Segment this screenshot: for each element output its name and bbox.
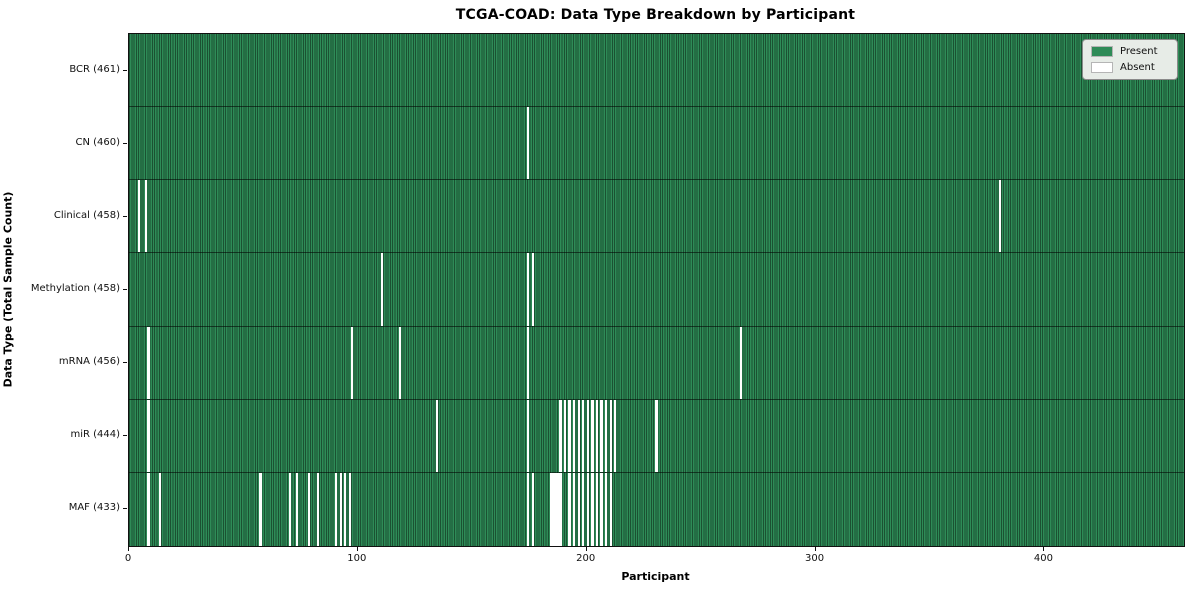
y-tick-mark [123,289,127,290]
x-tick-mark [128,547,129,551]
absent-gap [586,399,589,472]
absent-gap [527,326,530,399]
y-tick-mark [123,215,127,217]
absent-gap [296,472,299,546]
row-clinical [129,180,1184,254]
absent-gap [527,253,530,326]
absent-gap [559,399,562,472]
absent-gap [609,399,612,472]
absent-gap [605,399,608,472]
absent-gap [147,326,150,399]
legend-entry-present: Present [1091,46,1169,57]
y-tick-label: BCR (461) [69,63,120,75]
row-cn [129,107,1184,181]
absent-gap [600,399,603,472]
absent-gap [577,472,580,546]
x-tick-mark [356,547,358,551]
absent-gap [307,472,310,546]
absent-gap [655,399,658,472]
absent-gap [605,472,608,546]
legend-swatch-present-icon [1091,46,1113,57]
y-tick-mark [123,508,127,510]
absent-gap [138,180,141,253]
legend: Present Absent [1082,39,1178,80]
absent-gap [334,472,338,546]
x-axis-label: Participant [621,570,690,583]
row-mrna [129,326,1184,400]
y-tick-label: Methylation (458) [30,283,120,294]
absent-gap [350,326,354,399]
absent-gap [740,326,743,399]
chart-title: TCGA-COAD: Data Type Breakdown by Partic… [455,7,856,23]
absent-gap [527,399,530,472]
absent-gap [591,399,594,472]
absent-gap [595,399,599,472]
absent-gap [582,472,585,546]
legend-swatch-absent-icon [1091,62,1113,73]
absent-gap [145,180,148,253]
y-tick-label: miR (444) [70,429,120,441]
y-tick-label: mRNA (456) [58,356,120,368]
absent-gap [577,399,580,472]
absent-gap [572,399,576,472]
x-tick-label: 400 [1033,553,1053,564]
absent-gap [559,472,562,546]
absent-gap [531,253,535,326]
absent-gap [339,472,342,546]
absent-gap [595,472,599,546]
legend-label-absent: Absent [1120,62,1155,73]
absent-gap [550,472,553,546]
absent-gap [556,472,560,546]
row-maf [129,472,1184,546]
absent-gap [572,472,576,546]
absent-gap [289,472,292,546]
plot-area [128,33,1185,547]
absent-gap [399,326,402,399]
x-tick-mark [585,547,587,551]
absent-gap [344,472,347,546]
absent-gap [348,472,351,546]
absent-gap [568,472,571,546]
legend-entry-absent: Absent [1091,62,1169,73]
absent-gap [380,253,384,326]
absent-gap [316,472,319,546]
absent-gap [552,472,555,546]
absent-gap [554,472,557,546]
absent-gap [435,399,438,472]
y-tick-mark [123,362,127,364]
absent-gap [259,472,262,546]
absent-gap [158,472,162,546]
absent-gap [531,472,535,546]
y-tick-label: CN (460) [75,136,120,148]
absent-gap [568,399,571,472]
absent-gap [582,399,585,472]
absent-gap [147,399,150,472]
y-tick-mark [123,142,127,144]
x-tick-mark [814,547,816,551]
x-tick-label: 300 [805,553,825,564]
x-tick-label: 0 [124,553,132,564]
row-methylation [129,253,1184,327]
x-tick-label: 100 [347,553,367,564]
absent-gap [586,472,589,546]
absent-gap [614,399,617,472]
absent-gap [563,399,567,472]
legend-label-present: Present [1120,46,1158,57]
y-tick-label: MAF (433) [68,502,120,514]
row-bcr [129,34,1184,108]
row-mir [129,399,1184,473]
x-tick-label: 200 [576,553,596,564]
absent-gap [600,472,603,546]
y-tick-label: Clinical (458) [53,209,120,221]
x-tick-mark [1043,547,1045,551]
y-tick-mark [123,69,127,71]
absent-gap [998,180,1001,253]
y-tick-mark [123,435,127,437]
absent-gap [527,472,530,546]
absent-gap [527,107,530,180]
absent-gap [147,472,150,546]
absent-gap [609,472,612,546]
absent-gap [591,472,594,546]
